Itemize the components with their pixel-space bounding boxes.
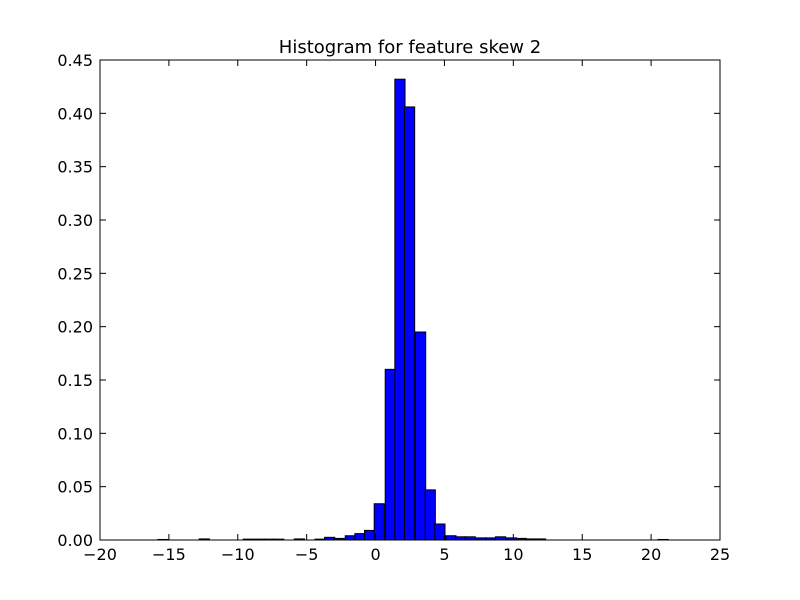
x-tick-label: 10 [503, 545, 523, 564]
y-tick-label: 0.30 [57, 211, 93, 230]
histogram-bar [445, 535, 457, 541]
x-tick-label: 25 [710, 545, 730, 564]
axes-group: −20 −15 −10 −5 0 5 10 15 20 25 0.00 0.05 0.10 0.15 0.2… [57, 51, 730, 564]
x-tick-label: 20 [641, 545, 661, 564]
y-tick-label: 0.20 [57, 318, 93, 337]
x-tick-label: 15 [572, 545, 592, 564]
y-tick-label: 0.15 [57, 371, 93, 390]
y-tick-label: 0.05 [57, 478, 93, 497]
histogram-bar [415, 331, 427, 541]
x-tick-label: −15 [152, 545, 186, 564]
x-tick-label: −10 [221, 545, 255, 564]
histogram-bar [424, 489, 436, 541]
y-tick-label: 0.00 [57, 531, 93, 550]
histogram-bar [344, 535, 356, 541]
histogram-bar [394, 78, 406, 541]
x-tick-label: 5 [439, 545, 449, 564]
chart-title: Histogram for feature skew 2 [279, 37, 541, 58]
histogram-bar [364, 529, 376, 541]
histogram-bar [354, 533, 366, 541]
y-tick-label: 0.45 [57, 51, 93, 70]
y-tick-label: 0.10 [57, 424, 93, 443]
histogram-bar [384, 368, 396, 541]
y-tick-label: 0.25 [57, 264, 93, 283]
y-tick-label: 0.40 [57, 104, 93, 123]
y-tick-label: 0.35 [57, 158, 93, 177]
histogram-bar [403, 106, 416, 541]
x-tick-label: −5 [295, 545, 319, 564]
plot-frame [99, 59, 721, 541]
x-tick-label: −20 [83, 545, 117, 564]
x-tick-label: 0 [370, 545, 380, 564]
histogram-bar [434, 523, 446, 541]
